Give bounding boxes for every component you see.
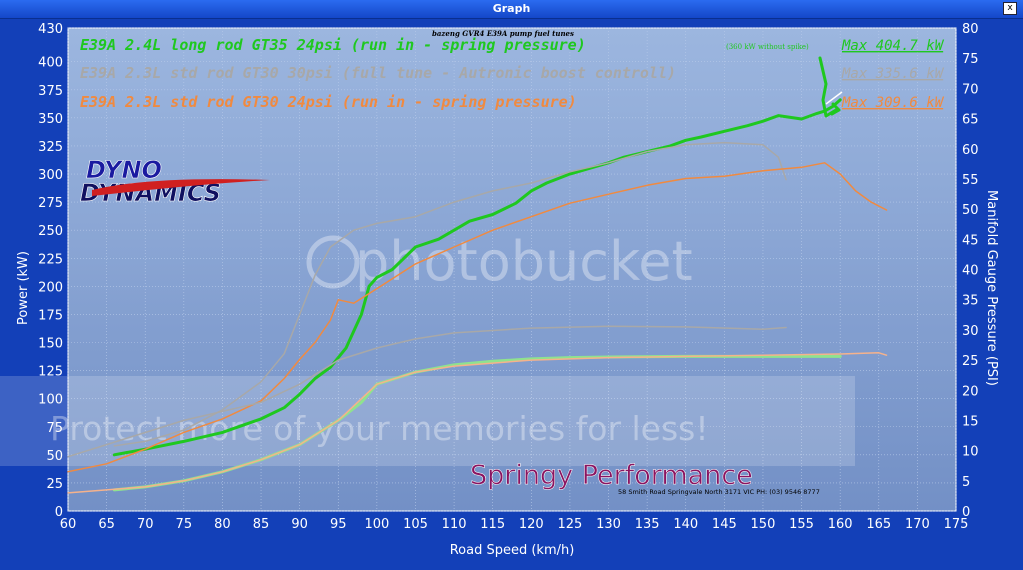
y-tick-label: 375 [38, 84, 63, 99]
y2-tick-label: 25 [962, 354, 979, 369]
y2-tick-label: 5 [962, 475, 970, 490]
x-tick-label: 60 [60, 517, 77, 532]
y-tick-label: 75 [46, 421, 63, 436]
y2-tick-label: 55 [962, 173, 979, 188]
x-tick-label: 130 [596, 517, 621, 532]
dyno-dynamics-logo: DYNO DYNAMICS [80, 156, 270, 207]
x-tick-label: 95 [330, 517, 347, 532]
x-tick-label: 100 [364, 517, 389, 532]
y2-tick-label: 20 [962, 384, 979, 399]
y-tick-label: 325 [38, 140, 63, 155]
y-tick-label: 350 [38, 112, 63, 127]
x-tick-label: 80 [214, 517, 231, 532]
y2-tick-label: 40 [962, 264, 979, 279]
x-tick-label: 170 [905, 517, 930, 532]
spike-arrow [818, 56, 841, 118]
grid-lines [67, 27, 957, 512]
close-button[interactable]: x [1003, 2, 1017, 15]
y2-tick-label: 30 [962, 324, 979, 339]
shop-name: Springy Performance [470, 460, 753, 491]
legend-series-1: E39A 2.4L long rod GT35 24psi (run in - … [80, 36, 586, 54]
y-tick-label: 25 [46, 477, 63, 492]
x-tick-label: 105 [403, 517, 428, 532]
y2-tick-label: 75 [962, 52, 979, 67]
top-note: bazeng GVR4 E39A pump fuel tunes [432, 29, 574, 38]
y-tick-label: 125 [38, 365, 63, 380]
x-tick-label: 85 [253, 517, 270, 532]
x-tick-label: 110 [442, 517, 467, 532]
watermark-logo: photobucket [355, 230, 693, 293]
legend-series-2: E39A 2.3L std rod GT30 30psi (full tune … [80, 64, 676, 82]
x-tick-label: 150 [751, 517, 776, 532]
x-tick-label: 70 [137, 517, 154, 532]
window-title: Graph [492, 2, 531, 15]
x-tick-label: 145 [712, 517, 737, 532]
max-label-1: Max 404.7 kW [841, 38, 945, 54]
spike-pointer [825, 91, 843, 105]
photobucket-watermark: photobucket [306, 230, 693, 293]
x-tick-label: 165 [866, 517, 891, 532]
series-line-1 [112, 98, 842, 457]
spike-note: (360 kW without spike) [726, 43, 809, 51]
x-axis-ticks: 60 65 70 75 80 85 90 95 100 105 110 115 120 125 130 135… [60, 517, 969, 532]
y2-tick-label: 15 [962, 414, 979, 429]
x-tick-label: 120 [519, 517, 544, 532]
x-tick-label: 155 [789, 517, 814, 532]
x-tick-label: 115 [480, 517, 505, 532]
series-line-2 [113, 141, 787, 447]
y-tick-label: 200 [38, 280, 63, 295]
max-label-3: Max 309.6 kW [841, 95, 945, 111]
max-label-2: Max 335.6 kW [841, 66, 945, 82]
y-tick-label: 250 [38, 224, 63, 239]
y2-tick-label: 80 [962, 22, 979, 37]
x-tick-label: 125 [557, 517, 582, 532]
y2-tick-label: 10 [962, 445, 979, 460]
y2-tick-label: 45 [962, 233, 979, 248]
title-bar: Graph x [0, 0, 1023, 19]
dyno-logo-top: DYNO [86, 156, 162, 184]
y2-tick-label: 70 [962, 82, 979, 97]
x-tick-label: 90 [291, 517, 308, 532]
y-tick-label: 50 [46, 449, 63, 464]
y-tick-label: 430 [38, 22, 63, 37]
y-tick-label: 175 [38, 308, 63, 323]
series-line-6 [67, 352, 888, 494]
x-tick-label: 75 [176, 517, 193, 532]
y-tick-label: 300 [38, 168, 63, 183]
y2-axis-label: Manifold Gauge Pressure (PSI) [984, 190, 999, 386]
y-tick-label: 150 [38, 337, 63, 352]
y-tick-label: 275 [38, 196, 63, 211]
y2-tick-label: 65 [962, 113, 979, 128]
dyno-logo-swoosh [92, 179, 270, 196]
dyno-chart: photobucket Protect more of your memorie… [0, 22, 999, 558]
y-axis-label: Power (kW) [16, 251, 31, 325]
y2-tick-label: 35 [962, 294, 979, 309]
y-tick-label: 400 [38, 56, 63, 71]
y2-tick-label: 0 [962, 505, 970, 520]
y2-tick-label: 50 [962, 203, 979, 218]
y-tick-label: 0 [55, 505, 63, 520]
y-axis-ticks: 0 25 50 75 100 125 150 175 200 225 250 275 300 325 350… [38, 22, 63, 520]
y-tick-label: 100 [38, 393, 63, 408]
y2-axis-ticks: 0 5 10 15 20 25 30 35 40 45 50 55 60 65 70 75 80 [962, 22, 979, 520]
x-tick-label: 65 [98, 517, 115, 532]
y-tick-label: 225 [38, 252, 63, 267]
series-line-5 [67, 325, 787, 458]
series-layer [67, 98, 888, 494]
shop-address: 58 Smith Road Springvale North 3171 VIC … [618, 488, 820, 496]
series-line-3 [67, 162, 888, 473]
plot-area [67, 27, 957, 512]
legend-series-3: E39A 2.3L std rod GT30 24psi (run in - s… [80, 93, 577, 111]
y2-tick-label: 60 [962, 143, 979, 158]
x-axis-label: Road Speed (km/h) [450, 543, 575, 558]
x-tick-label: 160 [828, 517, 853, 532]
x-tick-label: 135 [635, 517, 660, 532]
watermark-tagline: Protect more of your memories for less! [50, 409, 709, 448]
x-tick-label: 140 [673, 517, 698, 532]
x-tick-label: 175 [944, 517, 969, 532]
